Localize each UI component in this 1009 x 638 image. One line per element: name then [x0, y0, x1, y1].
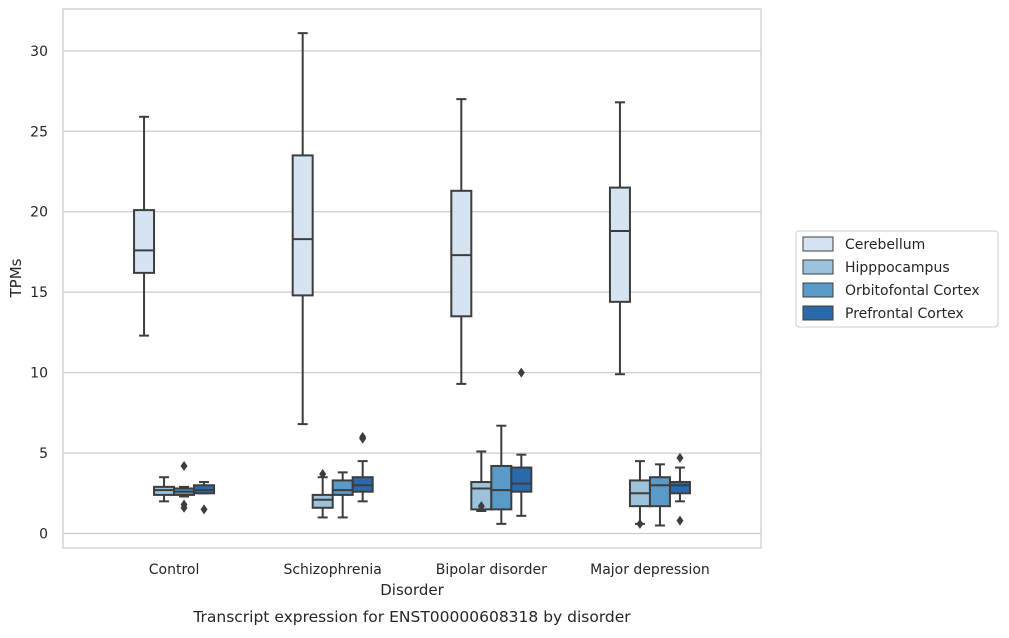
y-tick-labels: 0 5 10 15 20 25 30 — [30, 44, 48, 543]
legend: Cerebellum Hipppocampus Orbitofontal Corte… — [795, 230, 999, 328]
chart-caption: Transcript expression for ENST0000060831… — [192, 608, 631, 626]
y-tick-label: 0 — [39, 527, 48, 543]
outlier-point — [319, 468, 327, 479]
boxes — [133, 32, 691, 529]
plot-background — [63, 9, 761, 548]
outlier-point — [180, 460, 188, 471]
legend-swatch — [802, 282, 834, 298]
iqr-box — [133, 209, 156, 274]
box-cerebellum — [133, 115, 156, 337]
legend-label: Prefrontal Cortex — [845, 306, 964, 322]
outlier-point — [676, 515, 684, 526]
box-cerebellum — [608, 101, 631, 376]
legend-swatch — [802, 236, 834, 252]
legend-swatch — [802, 305, 834, 321]
iqr-box — [490, 464, 513, 511]
iqr-box — [291, 154, 314, 297]
y-tick-label: 25 — [30, 124, 48, 140]
y-tick-label: 10 — [30, 366, 48, 382]
legend-label: Cerebellum — [845, 237, 925, 253]
outlier-point — [517, 367, 525, 378]
y-tick-label: 15 — [30, 285, 48, 301]
legend-label: Hipppocampus — [845, 260, 950, 276]
outlier-point — [359, 433, 367, 444]
legend-swatch — [802, 259, 834, 275]
box-cerebellum — [450, 98, 473, 385]
y-tick-label: 20 — [30, 205, 48, 221]
outlier-point — [676, 452, 684, 463]
box-prefrontal-cortex — [668, 452, 691, 526]
iqr-box — [311, 493, 334, 509]
iqr-box — [331, 479, 354, 496]
plot-frame — [62, 8, 762, 549]
iqr-box — [510, 466, 533, 493]
x-tick-label: Bipolar disorder — [436, 562, 547, 578]
iqr-box — [450, 189, 473, 318]
box-orbitofontal-cortex — [331, 471, 354, 519]
outlier-point — [180, 502, 188, 513]
outlier-point — [200, 504, 208, 515]
x-tick-label: Control — [149, 562, 200, 578]
legend-frame — [795, 230, 999, 328]
outlier-point — [477, 501, 485, 512]
legend-label: Orbitofontal Cortex — [845, 283, 980, 299]
x-axis-label: Disorder — [380, 581, 444, 599]
iqr-box — [608, 186, 631, 303]
box-prefrontal-cortex — [510, 367, 533, 517]
box-hipppocampus — [470, 450, 493, 512]
iqr-box — [648, 476, 671, 508]
box-prefrontal-cortex — [351, 431, 374, 503]
box-hipppocampus — [311, 468, 334, 519]
y-axis-label: TPMs — [7, 258, 25, 298]
box-cerebellum — [291, 32, 314, 426]
box-hipppocampus — [153, 476, 176, 503]
x-tick-label: Major depression — [590, 562, 710, 578]
iqr-box — [668, 481, 691, 495]
box-orbitofontal-cortex — [173, 460, 196, 513]
x-tick-labels: Control Schizophrenia Bipolar disorder Majo… — [149, 562, 710, 578]
grid — [63, 50, 761, 535]
x-tick-label: Schizophrenia — [283, 562, 381, 578]
y-tick-label: 30 — [30, 44, 48, 60]
y-tick-label: 5 — [39, 446, 48, 462]
box-prefrontal-cortex — [193, 481, 216, 515]
outlier-point — [636, 518, 644, 529]
